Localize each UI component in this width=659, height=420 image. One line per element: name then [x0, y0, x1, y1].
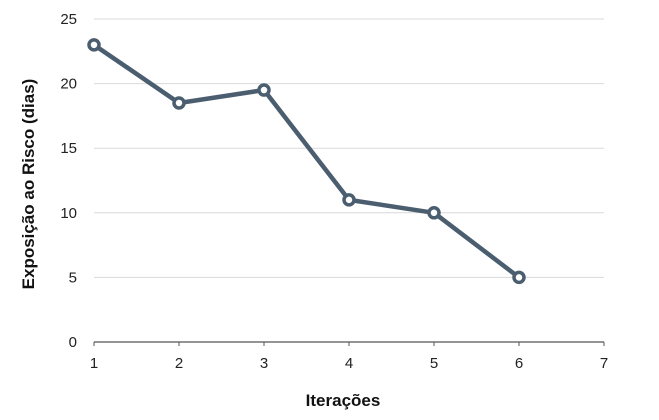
y-tick-label-5: 5: [69, 269, 77, 286]
y-tick-label-20: 20: [60, 76, 77, 93]
series: [91, 42, 522, 280]
axes: [93, 341, 605, 346]
x-tick-label-6: 6: [515, 355, 523, 372]
x-tick-label-2: 2: [175, 355, 183, 372]
data-point-6: [512, 270, 526, 285]
y-tick-label-15: 15: [60, 140, 77, 157]
x-axis-title: Iterações: [306, 391, 381, 410]
y-tick-label-0: 0: [69, 334, 77, 351]
y-tick-label-10: 10: [60, 205, 77, 222]
data-points: [87, 38, 526, 285]
data-point-5: [427, 206, 441, 220]
data-point-2: [172, 96, 186, 110]
x-tick-label-1: 1: [90, 355, 98, 372]
x-tick-label-3: 3: [260, 355, 268, 372]
data-point-3: [257, 83, 271, 97]
data-point-1: [87, 38, 101, 52]
grid-lines: [94, 18, 604, 278]
series-line-0: [91, 42, 522, 280]
x-tick-label-4: 4: [345, 355, 353, 372]
x-tick-labels: 1 2 3 4 5 6 7: [90, 355, 608, 372]
y-tick-label-25: 25: [60, 11, 77, 28]
data-point-4: [342, 193, 356, 207]
x-tick-label-7: 7: [600, 355, 608, 372]
y-axis-title: Exposição ao Risco (dias): [19, 79, 38, 290]
y-tick-labels: 0 5 10 15 20 25: [60, 11, 77, 351]
x-tick-label-5: 5: [430, 355, 438, 372]
